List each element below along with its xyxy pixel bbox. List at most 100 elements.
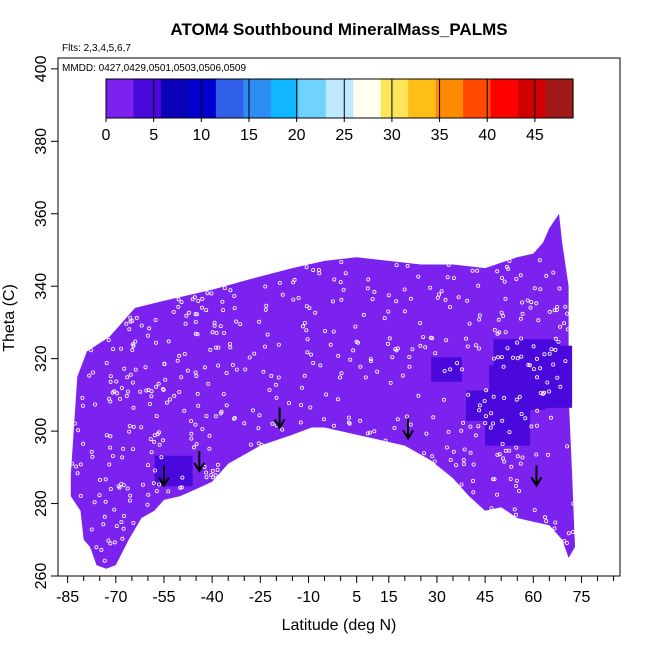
sample-point <box>238 322 243 327</box>
colorbar-tick-label: 15 <box>240 127 258 144</box>
sample-point <box>108 445 113 450</box>
sample-point <box>529 424 534 429</box>
sample-point <box>291 297 296 302</box>
sample-point <box>451 449 456 454</box>
sample-point <box>138 389 143 394</box>
sample-point <box>461 420 466 425</box>
sample-point <box>468 450 473 455</box>
sample-point <box>296 295 301 300</box>
sample-point <box>232 416 237 421</box>
sample-point <box>428 285 433 290</box>
sample-point <box>276 342 281 347</box>
sample-point <box>119 346 124 351</box>
sample-point <box>368 358 373 363</box>
sample-point <box>154 384 159 389</box>
sample-point <box>477 313 482 318</box>
sample-point <box>87 373 92 378</box>
sample-point <box>307 305 312 310</box>
sample-point <box>477 317 482 322</box>
sample-point <box>103 499 108 504</box>
x-tick-label: -25 <box>249 589 272 606</box>
sample-point <box>196 403 201 408</box>
sample-point <box>553 347 558 352</box>
sample-point <box>500 441 505 446</box>
sample-point <box>448 367 453 372</box>
sample-point <box>148 437 153 442</box>
sample-point <box>90 454 95 459</box>
sample-point <box>311 268 316 273</box>
sample-point <box>213 345 218 350</box>
sample-point <box>564 541 569 546</box>
coverage-region <box>70 213 576 569</box>
sample-point <box>104 433 109 438</box>
sample-point <box>502 279 507 284</box>
sample-point <box>471 490 476 495</box>
sample-point <box>104 360 109 365</box>
sample-point <box>206 381 211 386</box>
sample-point <box>321 417 326 422</box>
sample-point <box>461 457 466 462</box>
sample-point <box>111 347 116 352</box>
sample-point <box>207 446 212 451</box>
sample-point <box>343 271 348 276</box>
sample-point <box>299 402 304 407</box>
sample-point <box>505 346 510 351</box>
sample-point <box>337 375 342 380</box>
sample-point <box>116 484 121 489</box>
sample-point <box>146 492 151 497</box>
sample-point <box>205 291 210 296</box>
sample-point <box>147 401 152 406</box>
sample-point <box>185 368 190 373</box>
sample-point <box>495 355 500 360</box>
sample-point <box>404 414 409 419</box>
sample-point <box>461 462 466 467</box>
sample-point <box>112 540 117 545</box>
sample-point <box>256 426 261 431</box>
sample-point <box>538 287 543 292</box>
sample-point <box>467 321 472 326</box>
sample-point <box>292 277 297 282</box>
sample-point <box>570 530 575 535</box>
sample-point <box>112 507 117 512</box>
sample-point <box>445 275 450 280</box>
sample-point <box>565 311 570 316</box>
sample-point <box>428 335 433 340</box>
sample-point <box>124 393 129 398</box>
sample-point <box>554 307 559 312</box>
sample-point <box>127 327 132 332</box>
sample-point <box>422 451 427 456</box>
sample-point <box>372 289 377 294</box>
sample-point <box>93 402 98 407</box>
sample-point <box>386 293 391 298</box>
sample-point <box>309 352 314 357</box>
sample-point <box>366 277 371 282</box>
sample-point <box>189 418 194 423</box>
colorbar-swatch <box>243 79 272 118</box>
y-tick-label: 340 <box>33 273 50 300</box>
sample-point <box>495 452 500 457</box>
sample-point <box>118 396 123 401</box>
sample-point <box>184 313 189 318</box>
y-tick-label: 400 <box>33 55 50 82</box>
flights-label: Flts: 2,3,4,5,6,7 <box>62 43 131 54</box>
sample-point <box>385 341 390 346</box>
sample-point <box>151 481 156 486</box>
sample-point <box>490 421 495 426</box>
coverage-layer <box>70 213 576 569</box>
sample-point <box>421 335 426 340</box>
sample-point <box>267 387 272 392</box>
sample-point <box>439 289 444 294</box>
x-tick-label: 5 <box>352 589 361 606</box>
x-tick-label: -40 <box>201 589 224 606</box>
sample-point <box>131 405 136 410</box>
colorbar-tick-label: 40 <box>478 127 496 144</box>
sample-point <box>489 411 494 416</box>
sample-point <box>120 455 125 460</box>
colorbar-swatch <box>160 79 190 118</box>
sample-point <box>538 390 543 395</box>
sample-point <box>392 425 397 430</box>
sample-point <box>514 397 519 402</box>
sample-point <box>537 258 542 263</box>
sample-point <box>151 439 156 444</box>
